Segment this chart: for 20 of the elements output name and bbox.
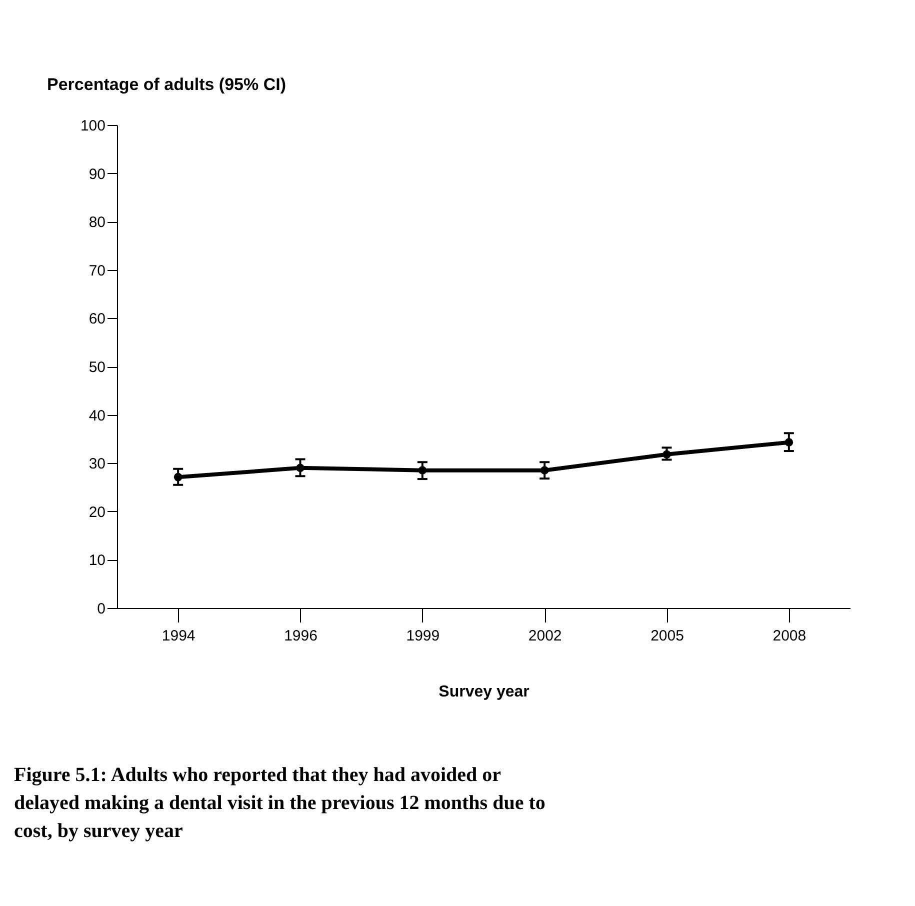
x-tick-label: 1996: [284, 628, 318, 644]
y-tick-label: 20: [88, 504, 106, 521]
y-tick-label: 10: [88, 552, 106, 570]
x-axis-title: Survey year: [438, 684, 530, 700]
x-tick-label: 1994: [162, 628, 196, 644]
y-tick-label: 90: [88, 166, 106, 183]
caption: Figure 5.1: Adults who reported that they had avoided or delayed making a dental visit in the previous 12 months due to cost, by survey year: [14, 764, 546, 842]
y-tick-label: 100: [80, 118, 106, 134]
x-tick-label: 2002: [528, 628, 562, 644]
y-tick-label: 40: [88, 407, 106, 424]
y-tick-label: 60: [88, 310, 106, 328]
y-tick-label: 30: [88, 456, 106, 473]
y-tick-label: 0: [97, 600, 106, 618]
x-tick-label: 2005: [650, 628, 684, 644]
y-axis-title: Percentage of adults (95% CI): [47, 75, 286, 94]
y-tick-label: 50: [88, 359, 106, 376]
y-tick-label: 70: [88, 262, 106, 280]
x-tick-label: 1999: [406, 628, 440, 644]
y-tick-label: 80: [88, 214, 106, 232]
x-tick-label: 2008: [772, 628, 806, 644]
